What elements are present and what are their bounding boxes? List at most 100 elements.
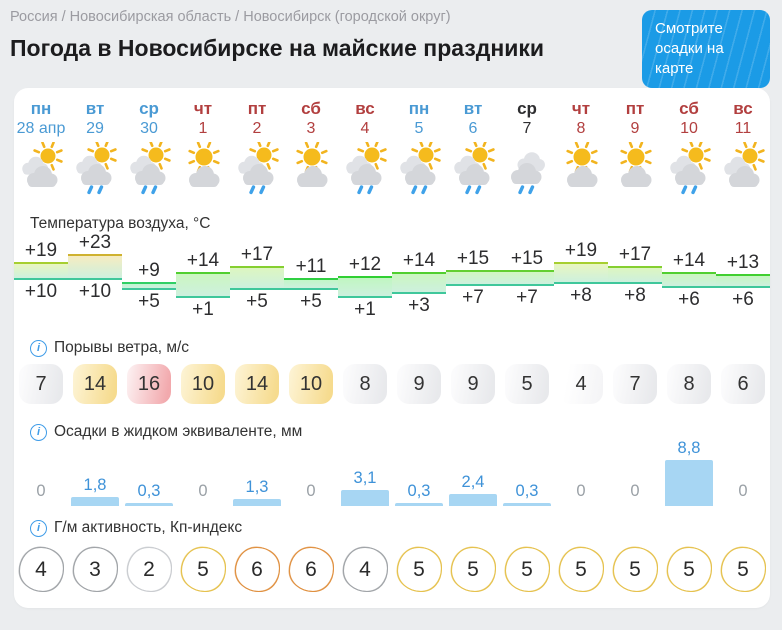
wind-column: 8 — [338, 364, 392, 404]
kp-ring — [234, 547, 280, 592]
day-column-header[interactable]: ср 30 — [122, 98, 176, 142]
wind-gust-chip: 9 — [397, 364, 441, 404]
temp-band — [716, 274, 770, 288]
precip-column: 2,4 — [446, 442, 500, 506]
wind-gust-chip: 9 — [451, 364, 495, 404]
info-icon[interactable]: i — [30, 339, 47, 357]
temp-band — [122, 282, 176, 290]
kp-index-badge: 5 — [441, 537, 505, 602]
kp-ring — [180, 547, 226, 592]
precip-value: 0,3 — [515, 482, 539, 500]
sun-cloud-icon — [284, 142, 338, 200]
day-column-header[interactable]: вс 4 — [338, 98, 392, 142]
precip-column: 0 — [284, 442, 338, 506]
wind-column: 6 — [716, 364, 770, 404]
info-icon[interactable]: i — [30, 423, 47, 441]
kp-index-badge: 6 — [279, 537, 343, 602]
day-column-header[interactable]: чт 8 — [554, 98, 608, 142]
wind-gust-chip: 8 — [343, 364, 387, 404]
temp-column: +23 +10 — [68, 233, 122, 314]
temp-band — [554, 262, 608, 284]
precip-bar — [665, 460, 713, 506]
precip-value: 0,3 — [137, 482, 161, 500]
kp-index-badge: 5 — [549, 537, 613, 602]
precip-column: 0 — [716, 442, 770, 506]
temp-low: +5 — [246, 291, 268, 312]
wind-gust-chip: 16 — [127, 364, 171, 404]
kp-value: 5 — [683, 557, 695, 581]
day-column-header[interactable]: вт 6 — [446, 98, 500, 142]
kp-column: 5 — [657, 537, 721, 602]
precip-column: 3,1 — [338, 442, 392, 506]
precip-value: 0,3 — [407, 482, 431, 500]
wind-gust-chip: 8 — [667, 364, 711, 404]
kp-ring — [342, 547, 388, 592]
kp-index-badge: 4 — [333, 537, 397, 602]
weather-icons-row — [14, 142, 770, 200]
kp-index-badge: 6 — [225, 537, 289, 602]
temp-high: +15 — [456, 248, 490, 269]
temp-high: +23 — [78, 232, 112, 253]
day-column-header[interactable]: пн 28 апр — [14, 98, 68, 142]
temp-column: +12 +1 — [338, 242, 392, 319]
wind-column: 16 — [122, 364, 176, 404]
temp-column: +17 +8 — [608, 242, 662, 314]
kp-value: 2 — [143, 557, 155, 581]
precip-bar — [341, 490, 389, 506]
wind-section-title: Порывы ветра, м/с — [54, 339, 190, 356]
temp-band — [14, 262, 68, 280]
day-column-header[interactable]: чт 1 — [176, 98, 230, 142]
temp-low: +3 — [408, 295, 430, 316]
day-date: 28 апр — [16, 120, 66, 137]
kp-ring — [396, 547, 442, 592]
precip-column: 0,3 — [500, 442, 554, 506]
temperature-chart-row: +19 +10 +23 +10 +9 +5 +14 +1 +17 +5 +11 +5 +12 +1 +14 +… — [14, 233, 770, 319]
day-of-week: вс — [733, 99, 753, 118]
wind-column: 4 — [554, 364, 608, 404]
wind-gust-chip: 7 — [19, 364, 63, 404]
kp-column: 3 — [63, 537, 127, 602]
day-column-header[interactable]: пт 9 — [608, 98, 662, 142]
temp-band — [392, 272, 446, 294]
precipitation-map-button[interactable]: Смотрите осадки на карте — [642, 10, 770, 88]
precip-column: 0 — [554, 442, 608, 506]
day-column-header[interactable]: пт 2 — [230, 98, 284, 142]
day-header-row: пн 28 апр вт 29 ср 30 чт 1 пт 2 сб 3 вс 4 пн 5 вт 6 ср 7 чт 8… — [14, 98, 770, 142]
temperature-section-label: Температура воздуха, °C — [30, 214, 770, 234]
day-of-week: ср — [517, 99, 537, 118]
day-date: 11 — [734, 120, 752, 137]
day-column-header[interactable]: сб 10 — [662, 98, 716, 142]
day-of-week: пн — [30, 99, 52, 118]
precip-column: 8,8 — [662, 439, 716, 506]
day-column-header[interactable]: пн 5 — [392, 98, 446, 142]
day-date: 6 — [468, 120, 478, 137]
day-of-week: вт — [463, 99, 483, 118]
kp-column: 5 — [603, 537, 667, 602]
kp-value: 5 — [467, 557, 479, 581]
day-of-week: пн — [408, 99, 430, 118]
kp-index-badge: 5 — [387, 537, 451, 602]
breadcrumb[interactable]: Россия / Новосибирская область / Новосиб… — [10, 9, 451, 25]
temp-high: +11 — [295, 256, 327, 277]
temp-low: +7 — [462, 287, 484, 308]
temp-high: +17 — [240, 244, 274, 265]
kp-ring — [72, 547, 118, 592]
temp-column: +11 +5 — [284, 242, 338, 314]
temp-high: +14 — [672, 250, 706, 271]
kp-ring — [558, 547, 604, 592]
temp-high: +14 — [186, 250, 220, 271]
precip-value: 1,8 — [83, 476, 107, 494]
kp-index-badge: 5 — [495, 537, 559, 602]
info-icon[interactable]: i — [30, 519, 47, 537]
temp-column: +15 +7 — [500, 242, 554, 314]
temp-column: +9 +5 — [122, 242, 176, 314]
sun-clouds-rain-icon — [392, 142, 446, 200]
day-column-header[interactable]: сб 3 — [284, 98, 338, 142]
temp-band — [662, 272, 716, 288]
wind-gust-chip: 10 — [289, 364, 333, 404]
wind-column: 10 — [284, 364, 338, 404]
day-column-header[interactable]: ср 7 — [500, 98, 554, 142]
day-column-header[interactable]: вт 29 — [68, 98, 122, 142]
sun-cloud-icon — [176, 142, 230, 200]
day-column-header[interactable]: вс 11 — [716, 98, 770, 142]
